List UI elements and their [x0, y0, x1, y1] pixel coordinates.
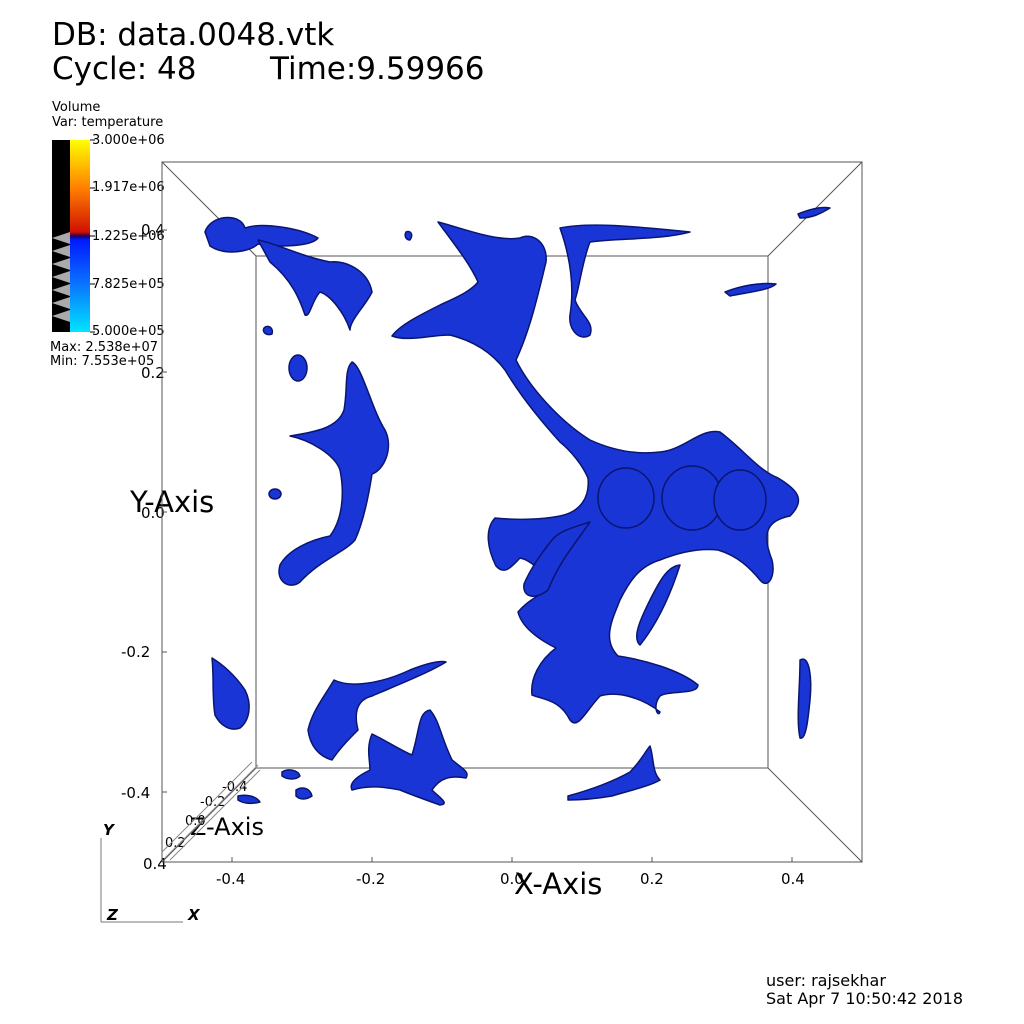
y-tick-label: 0.2: [141, 364, 165, 382]
triad-z-label: Z: [107, 906, 118, 924]
orientation-triad: [100, 838, 183, 923]
y-axis-title: Y-Axis: [130, 485, 215, 519]
z-axis-hatch: [161, 761, 261, 861]
legend-tick-label: 1.917e+06: [92, 180, 165, 195]
database-title: DB: data.0048.vtk: [52, 17, 335, 53]
user-label: user: rajsekhar: [766, 971, 886, 990]
x-tick-label: -0.4: [216, 870, 246, 888]
x-tick-label: 0.0: [500, 870, 524, 888]
legend-tick-marks: [90, 139, 95, 333]
x-tick-label: 0.4: [781, 870, 805, 888]
z-tick-label: 0.0: [185, 814, 206, 829]
z-tick-label: -0.2: [200, 795, 226, 810]
legend-opacity-markers: [52, 232, 70, 322]
legend-color-bar: [70, 140, 90, 332]
x-tick-label: -0.2: [356, 870, 386, 888]
z-tick-label: 0.4: [143, 855, 167, 873]
legend-tick-label: 7.825e+05: [92, 277, 165, 292]
y-tick-label: 0.4: [141, 221, 165, 239]
z-tick-label: 0.2: [165, 836, 186, 851]
y-tick-label: -0.4: [121, 784, 151, 802]
timestamp-label: Sat Apr 7 10:50:42 2018: [766, 989, 964, 1008]
y-tick-label: 0.0: [141, 504, 165, 522]
volume-render: [204, 206, 831, 806]
triad-x-label: X: [188, 906, 200, 924]
axis-tick-marks: [162, 229, 793, 862]
time-label: Time:9.59966: [270, 51, 485, 87]
legend-tick-label: 5.000e+05: [92, 324, 165, 339]
triad-y-label: Y: [103, 821, 114, 839]
legend-plot-type: Volume: [52, 100, 101, 115]
cycle-label: Cycle: 48: [52, 51, 197, 87]
legend-tick-label: 3.000e+06: [92, 133, 165, 148]
x-tick-label: 0.2: [640, 870, 664, 888]
z-tick-label: -0.4: [222, 780, 248, 795]
legend-variable: Var: temperature: [52, 115, 164, 130]
legend-max: Max: 2.538e+07: [50, 340, 159, 355]
legend-min: Min: 7.553e+05: [50, 354, 155, 369]
legend-tick-label: 1.225e+06: [92, 229, 165, 244]
x-axis-title: X-Axis: [514, 867, 603, 901]
y-tick-label: -0.2: [121, 643, 151, 661]
